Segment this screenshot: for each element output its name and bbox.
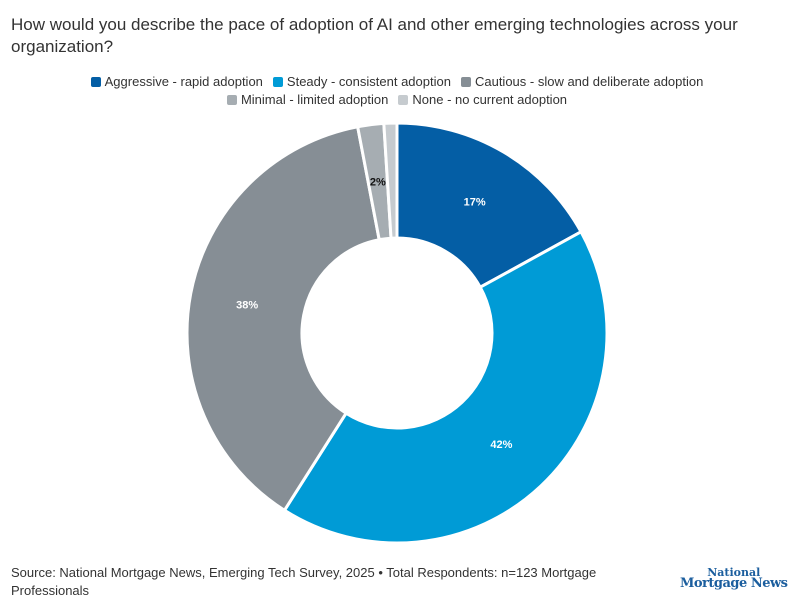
donut-slice-1[interactable] (395, 121, 583, 289)
legend: Aggressive - rapid adoption Steady - con… (0, 73, 794, 109)
legend-item-steady[interactable]: Steady - consistent adoption (272, 73, 451, 91)
national-mortgage-news-logo: National Mortgage News (680, 566, 788, 591)
legend-item-none[interactable]: None - no current adoption (398, 91, 567, 109)
legend-label: Minimal - limited adoption (240, 92, 389, 107)
data-label-2: 42% (490, 439, 512, 451)
donut-slice-3[interactable] (185, 125, 381, 512)
legend-swatch (90, 77, 101, 87)
chart-title: How would you describe the pace of adopt… (11, 15, 738, 56)
legend-swatch (460, 77, 471, 87)
legend-row-1: Aggressive - rapid adoption Steady - con… (0, 73, 794, 91)
legend-swatch (226, 95, 237, 105)
legend-row-2: Minimal - limited adoption None - no cur… (0, 91, 794, 109)
source-note: Source: National Mortgage News, Emerging… (11, 565, 597, 598)
legend-item-cautious[interactable]: Cautious - slow and deliberate adoption (460, 73, 704, 91)
legend-swatch (398, 95, 409, 105)
donut-slice-2[interactable] (282, 230, 609, 545)
legend-label: Cautious - slow and deliberate adoption (474, 74, 704, 89)
data-label-1: 17% (464, 197, 486, 209)
legend-item-minimal[interactable]: Minimal - limited adoption (226, 91, 389, 109)
data-label-4: 2% (370, 177, 386, 189)
donut-slice-5[interactable] (382, 121, 399, 240)
legend-swatch (272, 77, 283, 87)
legend-label: Aggressive - rapid adoption (104, 74, 263, 89)
legend-item-aggressive[interactable]: Aggressive - rapid adoption (90, 73, 263, 91)
data-label-3: 38% (236, 299, 258, 311)
legend-label: None - no current adoption (412, 92, 568, 107)
legend-label: Steady - consistent adoption (286, 74, 451, 89)
